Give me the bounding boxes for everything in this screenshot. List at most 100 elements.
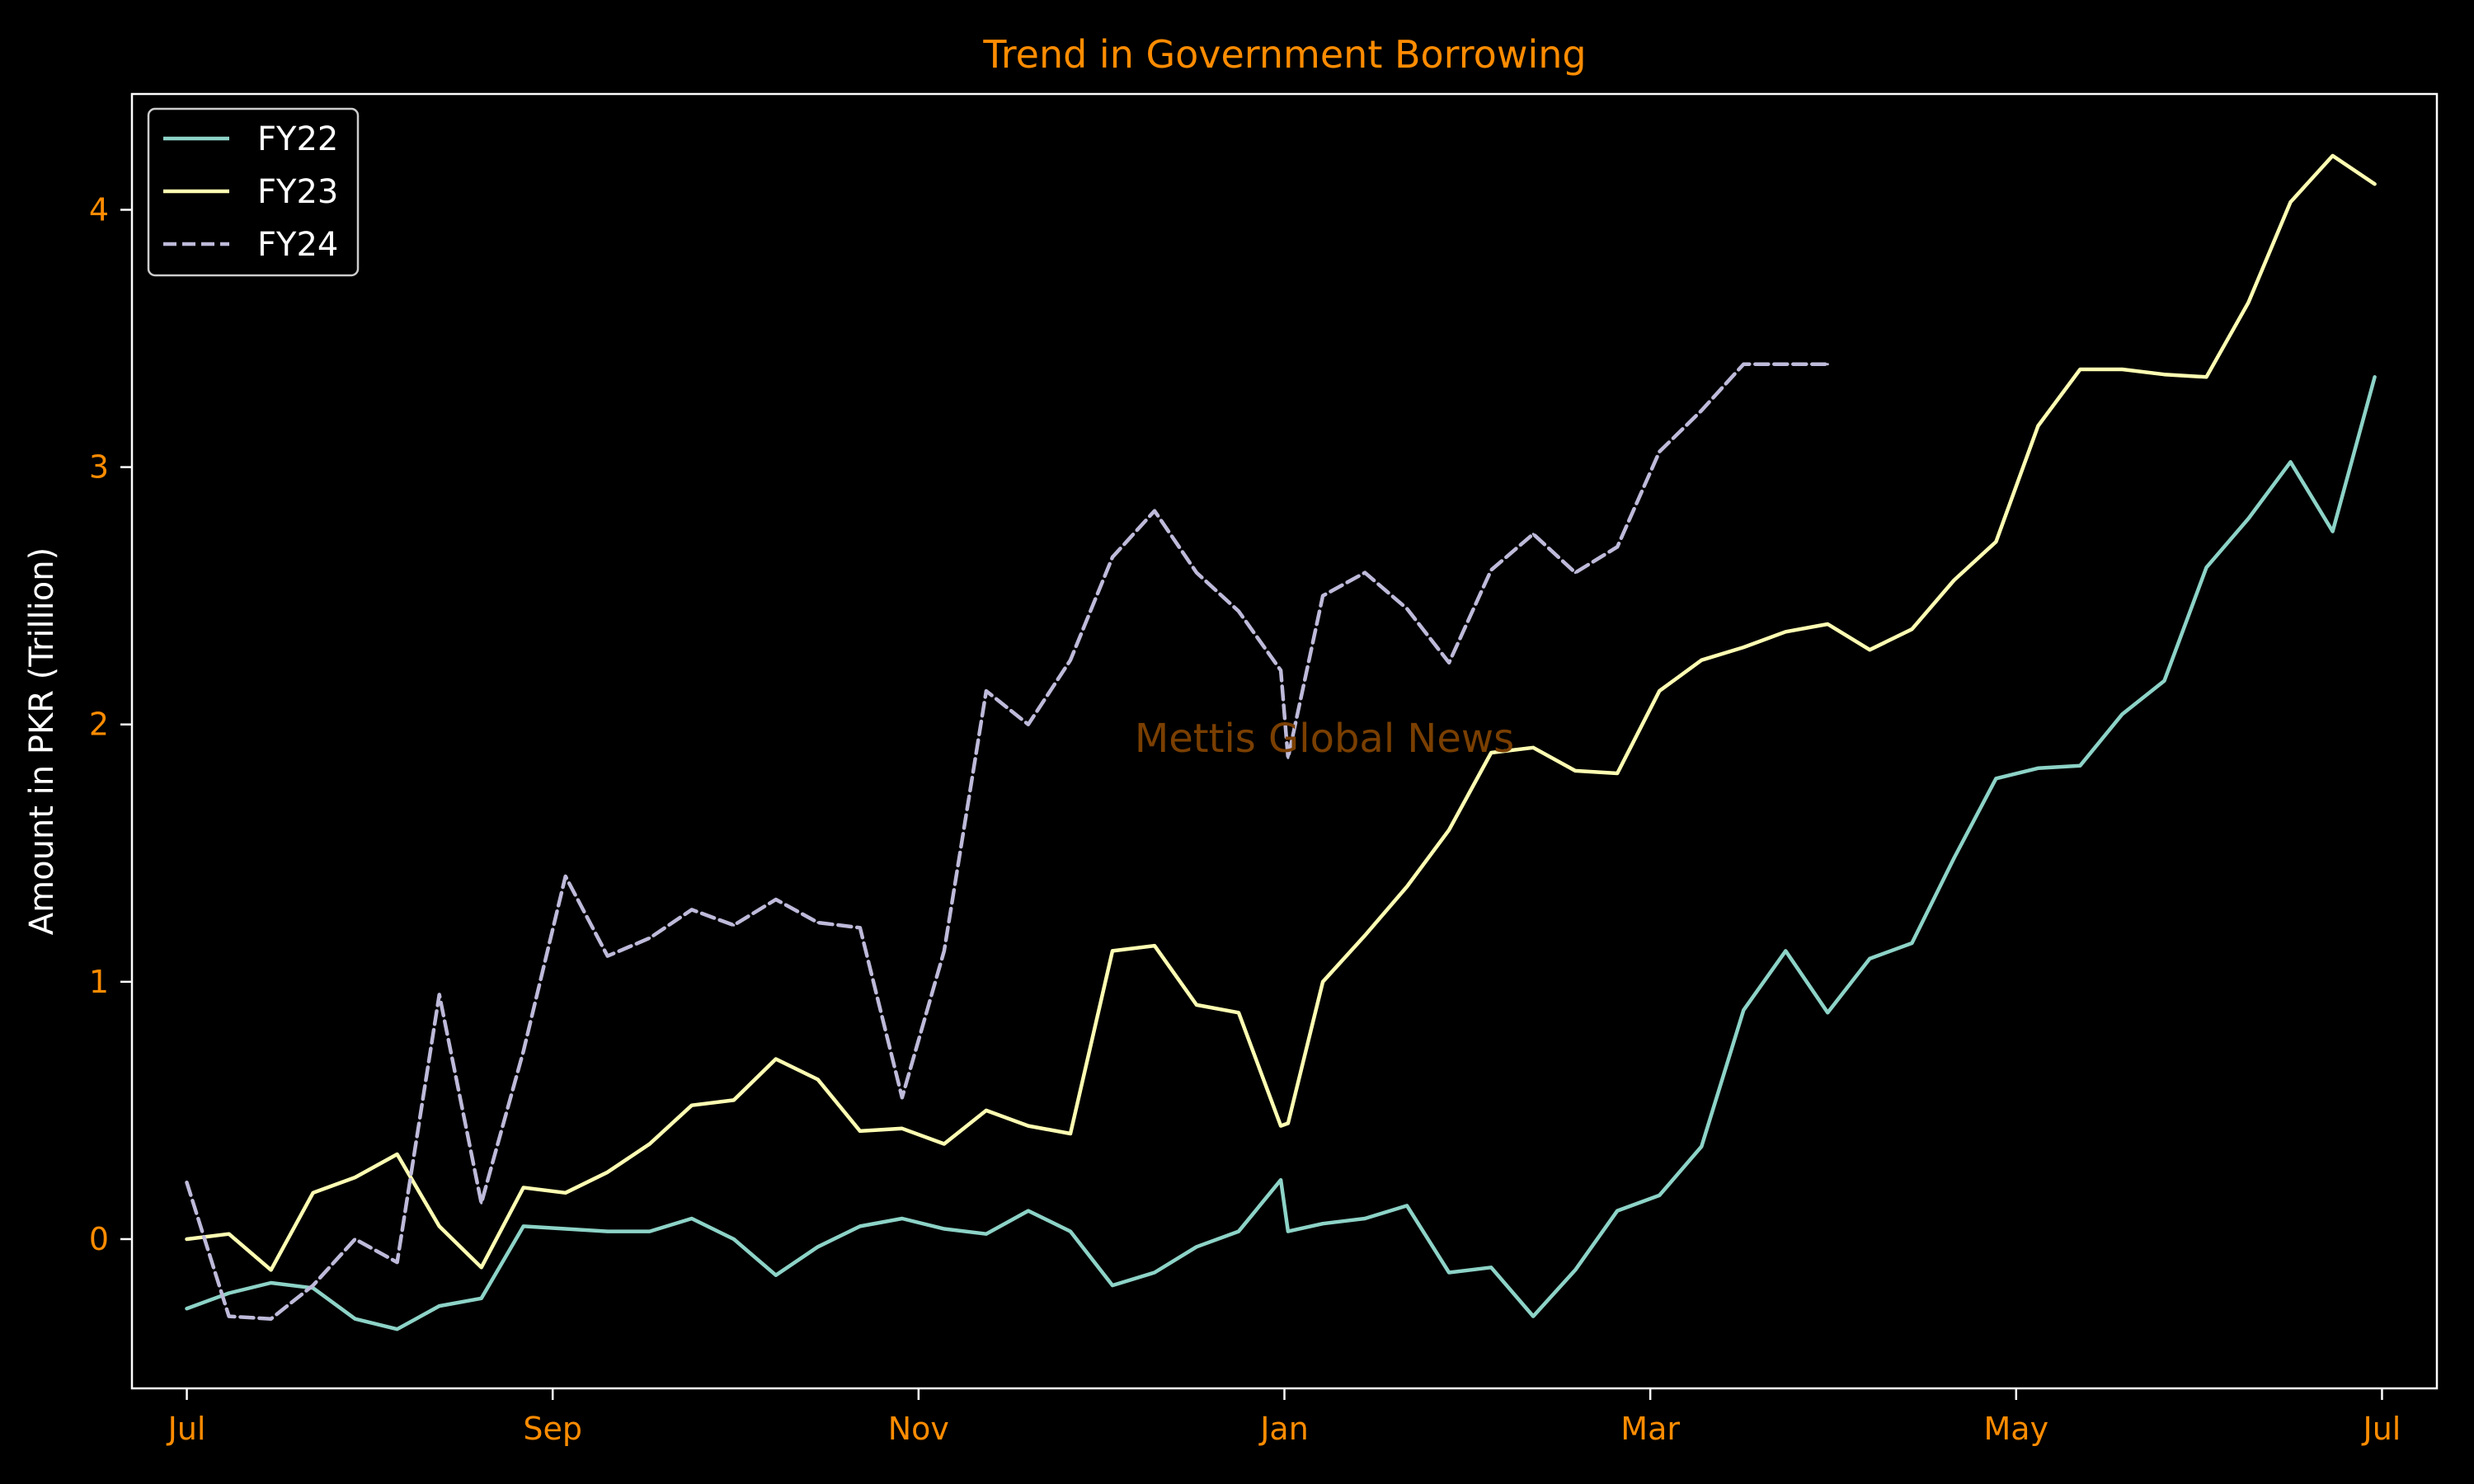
- data-point: [690, 1217, 694, 1220]
- data-point: [732, 1098, 736, 1101]
- data-point: [943, 1228, 946, 1230]
- data-point: [480, 1297, 483, 1300]
- y-tick-label: 3: [89, 449, 109, 486]
- data-point: [1616, 1209, 1619, 1213]
- watermark-text: Mettis Global News: [1135, 716, 1514, 762]
- data-point: [1447, 661, 1451, 665]
- data-point: [2373, 182, 2377, 186]
- data-point: [1027, 1125, 1030, 1128]
- legend-item-fy24: FY24: [163, 226, 338, 264]
- data-point: [2289, 460, 2292, 463]
- data-point: [1700, 1145, 1703, 1148]
- data-point: [774, 1058, 778, 1060]
- data-point: [648, 1230, 651, 1233]
- data-point: [396, 1153, 399, 1156]
- data-point: [1531, 533, 1535, 536]
- data-point: [2373, 375, 2377, 378]
- x-tick-label: Jul: [2362, 1411, 2401, 1447]
- data-point: [312, 1191, 315, 1195]
- data-point: [606, 1230, 609, 1233]
- data-point: [1111, 1284, 1114, 1287]
- data-point: [186, 1237, 188, 1241]
- data-point: [1489, 751, 1493, 754]
- data-point: [1279, 669, 1282, 672]
- x-axis: Jul Sep Nov Jan Mar May Jul: [167, 1388, 2401, 1447]
- x-tick-label: Nov: [888, 1411, 949, 1447]
- data-point: [1069, 1132, 1072, 1135]
- data-point: [1363, 934, 1366, 937]
- data-point: [901, 1096, 904, 1099]
- data-point: [1286, 1230, 1290, 1233]
- data-point: [1742, 363, 1745, 366]
- data-point: [1195, 1245, 1198, 1248]
- data-point: [985, 1233, 988, 1236]
- data-point: [858, 926, 862, 929]
- data-point: [480, 1201, 483, 1205]
- data-point: [1994, 540, 1997, 543]
- data-point: [1405, 1204, 1409, 1207]
- data-point: [2247, 517, 2250, 520]
- data-point: [1784, 630, 1787, 633]
- data-point: [2036, 425, 2039, 428]
- data-point: [690, 1104, 694, 1107]
- data-point: [1321, 594, 1324, 598]
- data-point: [1616, 545, 1619, 548]
- data-point: [1742, 1008, 1745, 1012]
- data-point: [1910, 942, 1913, 945]
- data-point: [522, 1224, 525, 1228]
- data-point: [270, 1268, 273, 1271]
- data-point: [2163, 373, 2166, 376]
- data-point: [774, 898, 778, 901]
- data-point: [648, 1143, 651, 1145]
- data-point: [186, 1307, 188, 1310]
- data-point: [2078, 764, 2081, 768]
- data-point: [228, 1292, 231, 1294]
- data-point: [1658, 450, 1661, 453]
- data-point: [228, 1315, 231, 1318]
- y-axis: 0 1 2 3 4: [89, 191, 132, 1257]
- data-point: [1489, 568, 1493, 571]
- legend-label: FY24: [257, 226, 338, 264]
- data-point: [1489, 1266, 1493, 1269]
- y-tick-label: 2: [89, 707, 109, 743]
- data-point: [816, 1245, 820, 1248]
- data-point: [438, 1224, 441, 1228]
- data-point: [943, 1143, 946, 1145]
- data-point: [1952, 579, 1955, 582]
- data-point: [186, 1181, 188, 1184]
- data-point: [312, 1284, 315, 1287]
- data-point: [1952, 857, 1955, 860]
- data-point: [1531, 1315, 1535, 1318]
- data-point: [354, 1176, 357, 1179]
- data-point: [690, 908, 694, 911]
- data-point: [1658, 689, 1661, 693]
- data-point: [1573, 571, 1577, 575]
- data-point: [1826, 622, 1829, 626]
- data-point: [1658, 1194, 1661, 1197]
- data-point: [774, 1274, 778, 1277]
- series-line-fy22: [185, 375, 2377, 1331]
- data-point: [606, 1171, 609, 1174]
- legend: FY22 FY23 FY24: [147, 107, 360, 277]
- data-point: [732, 1237, 736, 1241]
- data-point: [2247, 301, 2250, 304]
- chart-title: Trend in Government Borrowing: [982, 32, 1586, 77]
- data-point: [1573, 769, 1577, 773]
- data-point: [1195, 1003, 1198, 1007]
- data-point: [1237, 609, 1240, 613]
- data-point: [1279, 1178, 1282, 1181]
- data-point: [2078, 368, 2081, 371]
- data-point: [1321, 1222, 1324, 1225]
- y-tick-label: 0: [89, 1221, 109, 1257]
- x-tick-label: Jan: [1258, 1411, 1309, 1447]
- data-point: [1111, 556, 1114, 559]
- data-point: [2205, 566, 2208, 569]
- data-point: [2036, 767, 2039, 770]
- data-point: [1286, 1122, 1290, 1125]
- data-point: [2331, 154, 2335, 157]
- data-point: [564, 1228, 567, 1230]
- data-point: [985, 1109, 988, 1112]
- data-point: [1153, 1271, 1156, 1274]
